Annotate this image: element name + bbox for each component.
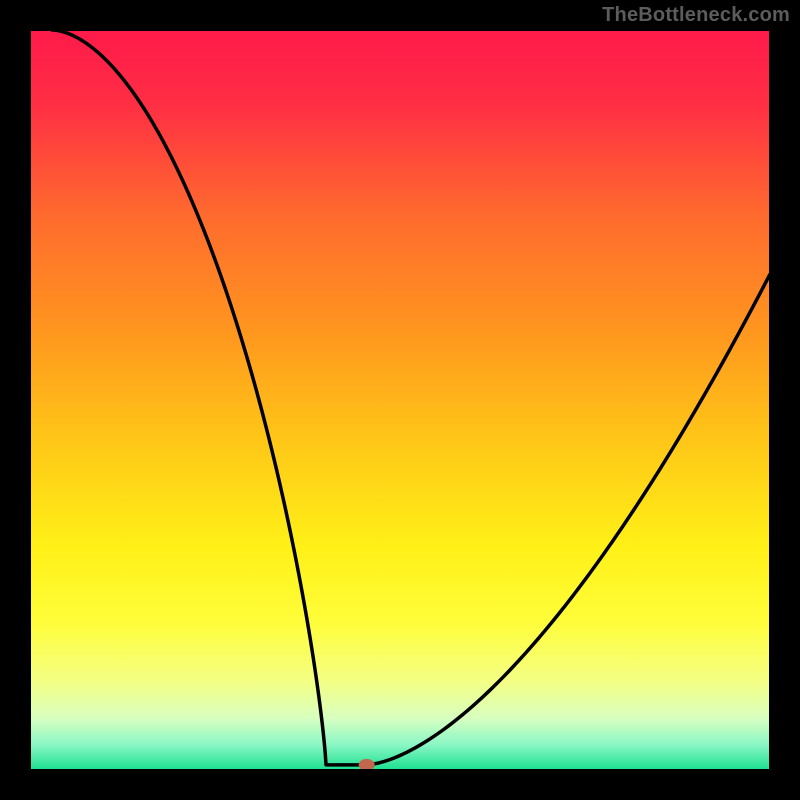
watermark-text: TheBottleneck.com bbox=[602, 4, 790, 27]
bottleneck-chart bbox=[0, 0, 800, 800]
plot-gradient-background bbox=[30, 30, 770, 770]
chart-stage: TheBottleneck.com bbox=[0, 0, 800, 800]
